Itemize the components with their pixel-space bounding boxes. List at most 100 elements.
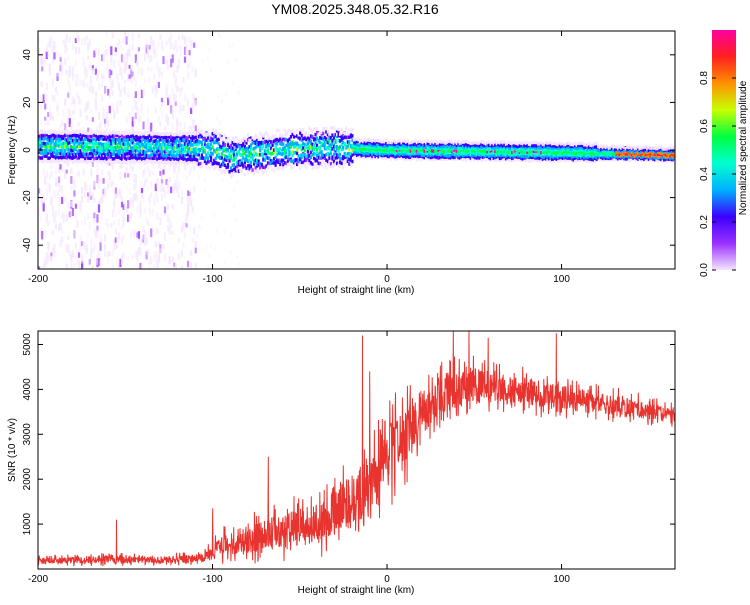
figure-title: YM08.2025.348.05.32.R16 [271, 1, 439, 17]
spectrogram-cell [119, 151, 122, 156]
spectrogram-cell [77, 130, 81, 134]
spectrogram-cell [191, 157, 194, 162]
spectrogram-cell [162, 149, 165, 154]
spectrogram-cell [590, 154, 594, 158]
spectrogram-cell [425, 149, 428, 153]
spectrogram-cell [76, 141, 79, 145]
spectrogram-cell [150, 228, 153, 238]
spectrogram-cell [302, 128, 305, 132]
spectrogram-cell [566, 143, 569, 148]
spectrogram-cell [96, 141, 99, 146]
spectrogram-cell [659, 157, 663, 162]
spectrogram-cell [74, 152, 78, 157]
spectrogram-cell [581, 156, 584, 160]
spectrogram-cell [111, 79, 114, 88]
spectrogram-cell [174, 141, 177, 146]
spectrogram-cell [105, 160, 108, 165]
spectrogram-cell [73, 190, 76, 197]
spectrogram-cell [383, 151, 386, 156]
spectrogram-cell [186, 131, 190, 136]
spectrogram-cell [153, 160, 156, 164]
spectrogram-cell [94, 68, 98, 75]
spectrogram-cell [268, 136, 271, 140]
spectrogram-cell [70, 262, 73, 269]
spectrogram-cell [595, 152, 598, 156]
spectrogram-cell [305, 165, 308, 170]
spectrogram-cell [191, 160, 194, 165]
spectrogram-cell [406, 149, 409, 153]
spectrogram-cell [217, 31, 220, 36]
spectrogram-cell [346, 144, 349, 149]
spectrogram-cell [349, 133, 352, 137]
spectrogram-cell [259, 131, 262, 136]
spectrogram-cell [517, 142, 520, 146]
spectrogram-cell [600, 155, 603, 160]
spectrogram-cell [128, 49, 131, 57]
spectrogram-cell [320, 150, 323, 154]
spectrogram-cell [116, 257, 119, 264]
spectrogram-cell [108, 155, 111, 159]
spectrogram-cell [587, 141, 591, 146]
spectrogram-cell [503, 157, 506, 161]
spectrogram-cell [150, 131, 153, 136]
spectrogram-cell [56, 149, 59, 153]
spectrogram-cell [183, 122, 187, 129]
spectrogram-cell [640, 155, 643, 159]
spectrogram-cell [233, 169, 236, 174]
spectrogram-cell [595, 149, 598, 154]
spectrogram-cell [627, 158, 630, 163]
spectrogram-cell [641, 158, 644, 163]
spectrogram-cell [234, 155, 237, 160]
spectrogram-cell [343, 135, 346, 140]
spectrogram-cell [646, 149, 649, 153]
spectrogram-cell [478, 156, 481, 160]
spectrogram-cell [517, 151, 520, 156]
spectrogram-cell [91, 68, 94, 75]
spectrogram-cell [108, 152, 111, 156]
spectrogram-cell [151, 86, 154, 94]
spectrogram-cell [54, 134, 58, 139]
spectrogram-cell [85, 183, 88, 191]
spectrogram-cell [131, 134, 134, 138]
spectrogram-cell [474, 153, 477, 157]
spectrogram-cell [280, 138, 283, 143]
spectrogram-cell [268, 157, 271, 161]
spectrogram-cell [243, 160, 246, 165]
spectrogram-cell [431, 155, 434, 160]
spectrogram-cell [39, 57, 42, 65]
spectrogram-cell [431, 149, 434, 153]
spectrogram-cell [311, 142, 314, 147]
spectrogram-cell [124, 134, 127, 138]
spectrogram-cell [113, 130, 116, 135]
spectrogram-cell [111, 103, 114, 112]
spectrogram-cell [165, 154, 168, 158]
spectrogram-cell [231, 151, 234, 156]
spectrogram-cell [50, 134, 53, 138]
spectrogram-cell [394, 153, 397, 157]
spectrogram-cell [658, 150, 661, 155]
spectrogram-cell [57, 134, 61, 138]
spectrogram-cell [176, 126, 179, 134]
spectrogram-cell [288, 142, 291, 146]
spectrogram-cell [289, 159, 293, 163]
spectrogram-cell [246, 133, 250, 137]
spectrogram-cell [93, 156, 96, 161]
spectrogram-cell [423, 149, 426, 153]
spectrogram-cell [272, 156, 276, 161]
spectrogram-cell [85, 68, 88, 78]
spectrogram-cell [309, 141, 313, 146]
spectrogram-cell [84, 159, 87, 163]
spectrogram-cell [108, 76, 111, 82]
spectrogram-cell [271, 167, 274, 172]
spectrogram-cell [127, 156, 130, 160]
spectrogram-cell [156, 212, 159, 220]
spectrogram-cell [540, 150, 543, 155]
spectrogram-cell [99, 159, 102, 163]
spectrogram-cell [233, 167, 236, 172]
spectrogram-cell [460, 157, 463, 161]
spectrogram-cell [491, 154, 494, 158]
spectrogram-cell [70, 151, 73, 156]
spectrogram-cell [104, 135, 107, 140]
spectrogram-cell [39, 214, 42, 222]
spectrogram-cell [421, 150, 425, 155]
